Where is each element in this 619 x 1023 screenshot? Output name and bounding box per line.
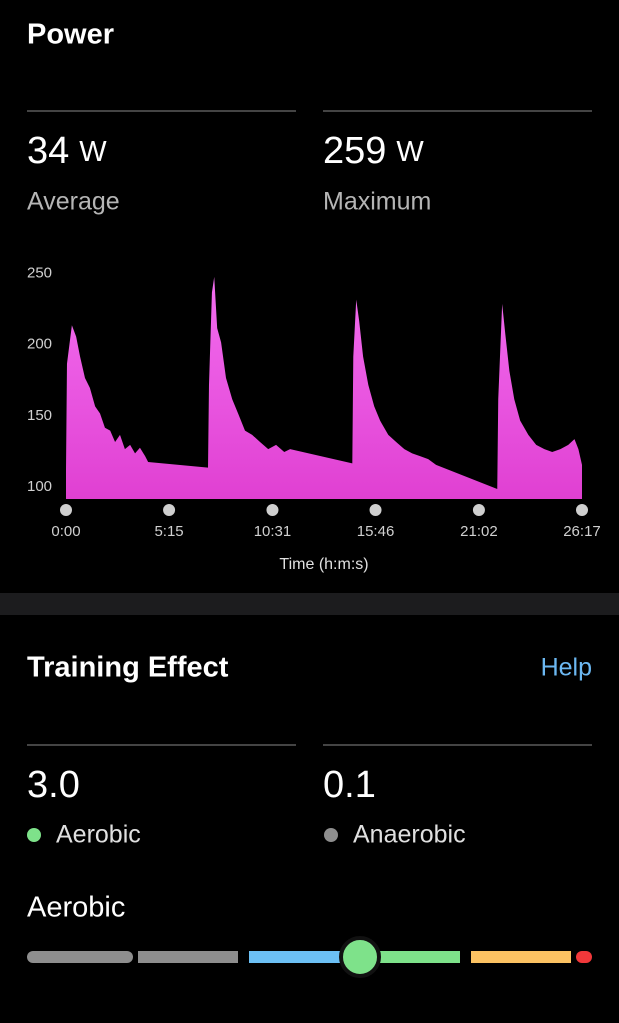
y-tick-label: 200 — [27, 336, 52, 353]
average-power: 34 W — [27, 130, 107, 172]
x-tick-dot — [369, 504, 382, 516]
maximum-power: 259 W — [323, 130, 424, 172]
x-tick-label: 21:02 — [460, 523, 498, 540]
x-tick-dot — [60, 504, 72, 516]
x-tick-dot — [163, 504, 176, 516]
anaerobic-value: 0.1 — [323, 764, 376, 806]
effect-knob — [339, 936, 381, 978]
x-tick-label: 26:17 — [563, 523, 601, 540]
section-separator — [0, 593, 619, 615]
training-title: Training Effect — [27, 652, 229, 684]
x-axis-label: Time (h:m:s) — [279, 556, 368, 573]
x-tick-dot — [576, 504, 588, 516]
anaerobic-label: Anaerobic — [353, 821, 466, 849]
average-label: Average — [27, 188, 120, 216]
x-tick-label: 5:15 — [154, 523, 183, 540]
x-tick-label: 10:31 — [254, 523, 292, 540]
power-title: Power — [27, 19, 114, 51]
help-link[interactable]: Help — [541, 654, 592, 682]
x-tick-dot — [472, 504, 485, 516]
anaerobic-dot — [324, 828, 338, 842]
aerobic-dot — [27, 828, 41, 842]
knob-layer — [339, 936, 381, 978]
scale-title: Aerobic — [27, 892, 125, 924]
y-tick-label: 150 — [27, 407, 52, 424]
x-tick-dot — [266, 504, 279, 516]
x-tick-label: 15:46 — [357, 523, 395, 540]
aerobic-value: 3.0 — [27, 764, 80, 806]
power-chart: 100 150 200 250 0:00 5:15 10:31 15:46 21:02 26:17… — [27, 264, 601, 573]
power-area — [66, 276, 582, 499]
y-tick-label: 250 — [27, 264, 52, 281]
x-tick-label: 0:00 — [51, 523, 80, 540]
y-tick-label: 100 — [27, 478, 52, 495]
maximum-label: Maximum — [323, 188, 431, 216]
aerobic-label: Aerobic — [56, 821, 141, 849]
